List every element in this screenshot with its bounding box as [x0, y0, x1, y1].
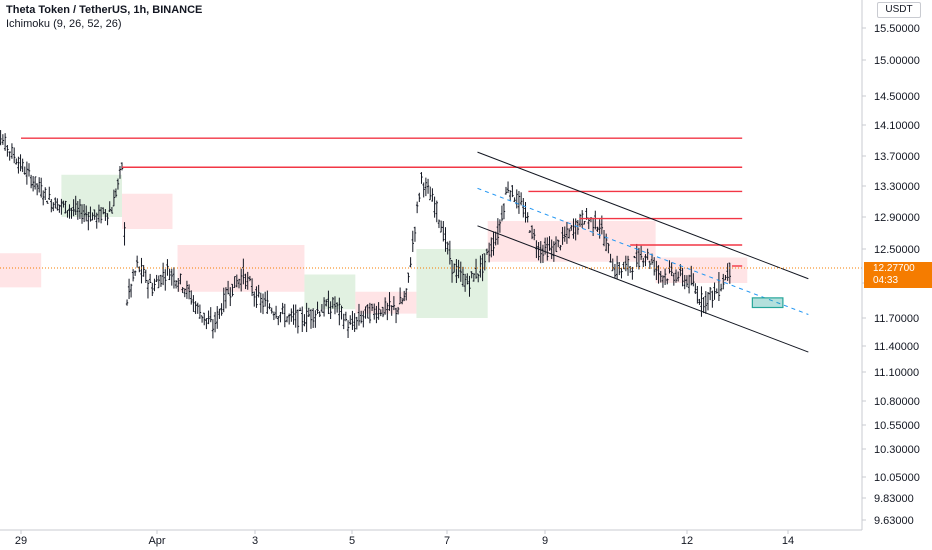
time-axis-label: 12: [681, 535, 693, 547]
price-axis-label: 12.90000: [874, 212, 920, 224]
current-price-tag: 12.27700 04:33: [864, 262, 932, 288]
cloud-segment: [416, 249, 488, 318]
price-axis-label: 11.70000: [874, 313, 919, 325]
price-axis-label: 15.00000: [874, 55, 920, 67]
price-axis-label: 13.30000: [874, 181, 920, 193]
time-axis[interactable]: 29 Apr 3 5 7 9 12 14: [0, 529, 862, 547]
price-axis-label: 11.10000: [874, 367, 919, 379]
time-axis-label: 7: [444, 535, 450, 547]
price-axis-label: 9.63000: [874, 515, 914, 527]
cloud-segment: [304, 274, 356, 310]
price-axis-label: 15.50000: [874, 23, 920, 35]
cloud-segment: [655, 257, 748, 283]
candles: [0, 130, 732, 339]
channel-mid-line: [477, 187, 809, 315]
time-axis-label: 14: [782, 535, 794, 547]
currency-badge[interactable]: USDT: [877, 2, 921, 18]
cloud-segment: [122, 193, 173, 229]
indicator-legend[interactable]: Ichimoku (9, 26, 52, 26): [6, 18, 122, 30]
ichimoku-cloud: [0, 174, 748, 318]
time-axis-label: 9: [542, 535, 548, 547]
time-axis-label: 5: [349, 535, 355, 547]
channel-upper-line: [477, 151, 809, 280]
drawing-overlays: [0, 137, 862, 353]
price-axis-label: 14.50000: [874, 91, 920, 103]
price-axis-label: 13.70000: [874, 151, 920, 163]
price-axis-label: 10.55000: [874, 420, 920, 432]
time-axis-label: 29: [15, 535, 27, 547]
cloud-segment: [0, 253, 42, 288]
current-price-value: 12.27700: [873, 263, 915, 274]
time-axis-label: Apr: [148, 535, 165, 547]
price-axis-label: 9.83000: [874, 493, 914, 505]
channel-lower-line: [477, 225, 809, 353]
chart-title: Theta Token / TetherUS, 1h, BINANCE: [6, 4, 203, 16]
price-axis-label: 10.30000: [874, 444, 920, 456]
price-axis-label: 14.10000: [874, 120, 920, 132]
price-axis-label: 10.80000: [874, 396, 920, 408]
price-axis-label: 10.05000: [874, 472, 920, 484]
price-axis-label: 11.40000: [874, 341, 919, 353]
time-axis-label: 3: [252, 535, 258, 547]
price-axis-label: 12.50000: [874, 244, 920, 256]
demand-zone: [751, 297, 784, 309]
bar-countdown: 04:33: [873, 275, 899, 286]
